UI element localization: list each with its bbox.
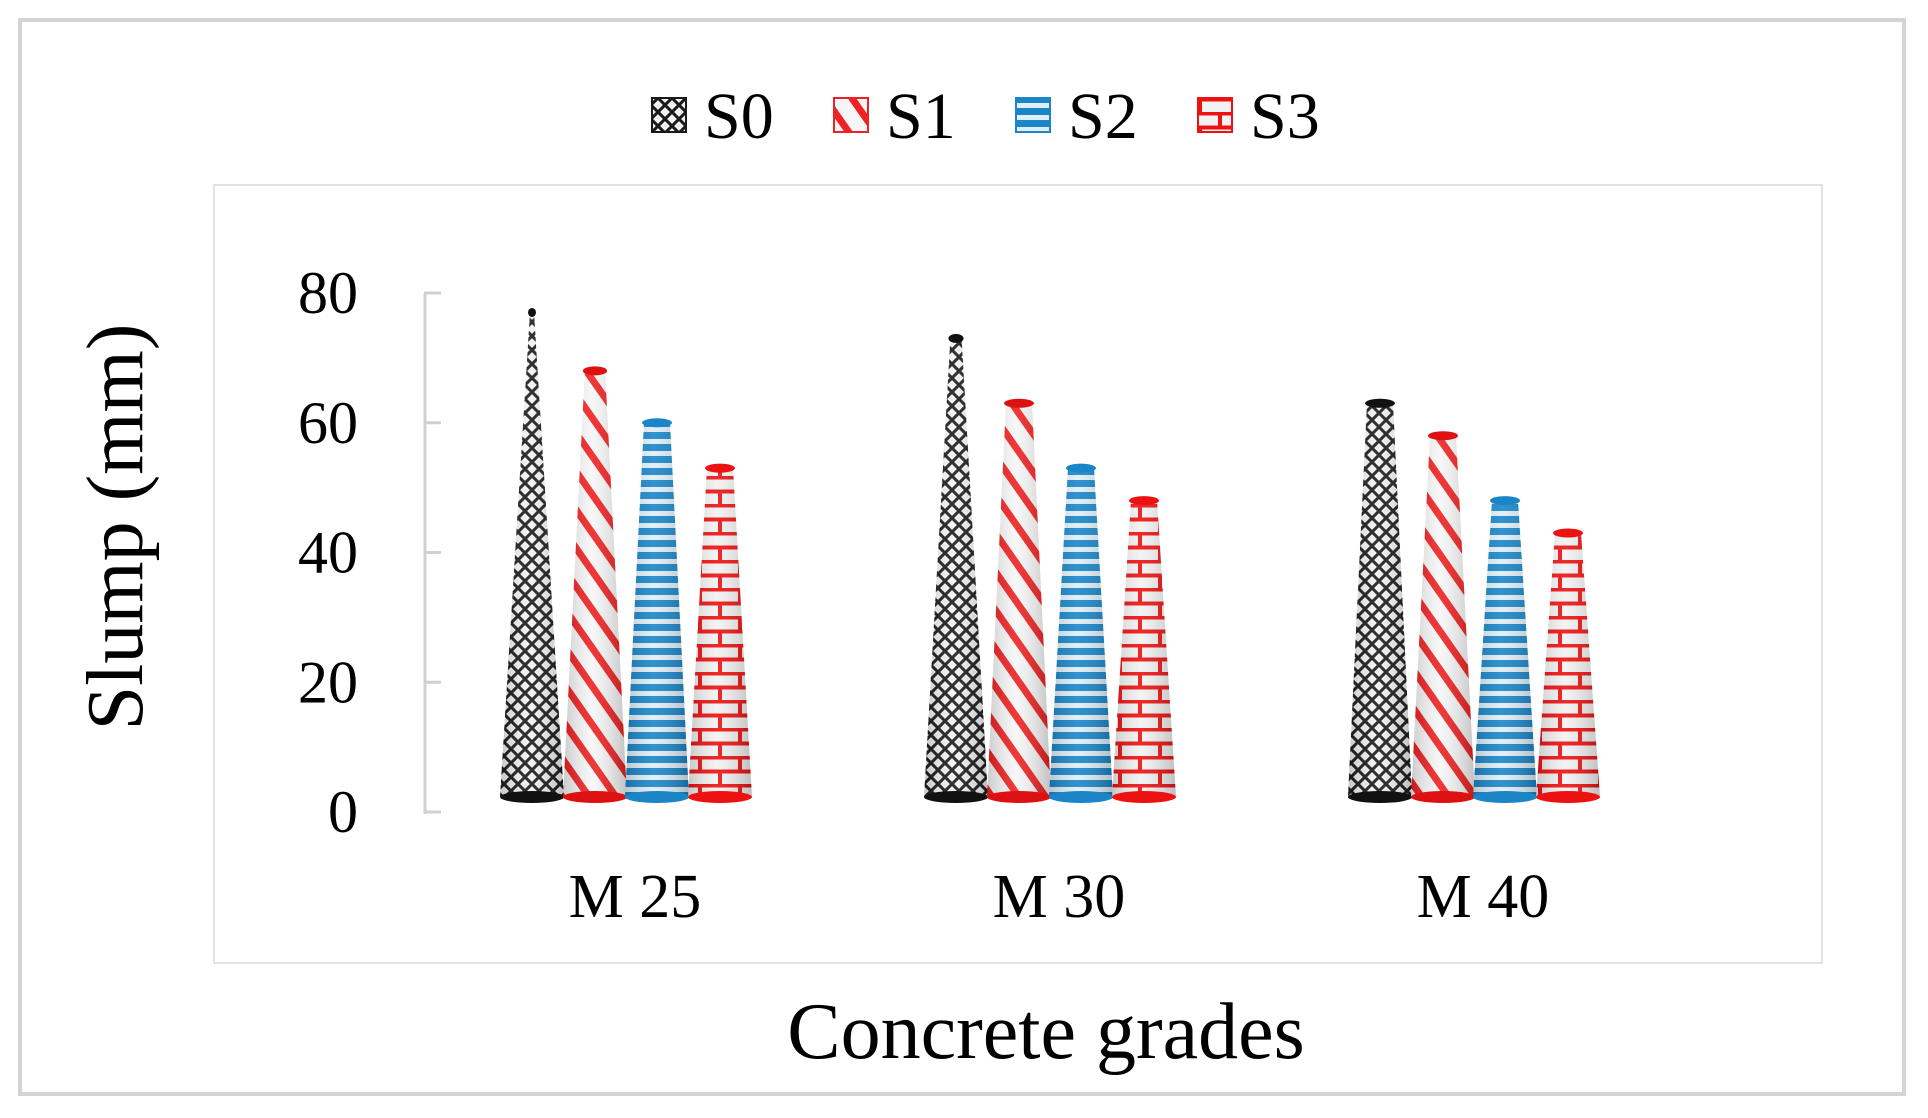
- cone-base: [1411, 791, 1475, 803]
- legend-label: S2: [1068, 80, 1138, 153]
- legend-item-s3: S3: [1197, 80, 1320, 153]
- cone-base: [500, 791, 564, 803]
- cone-shading: [1049, 468, 1113, 797]
- cone-cap: [528, 307, 536, 317]
- x-tick-label: M 25: [569, 863, 702, 931]
- bar-s2-m40: [1473, 496, 1537, 803]
- cone-base: [987, 791, 1051, 803]
- cone-base: [1473, 791, 1537, 803]
- bar-s1-m25: [563, 366, 627, 803]
- bar-s2-m25: [625, 418, 689, 803]
- x-tick-label: M 30: [993, 863, 1126, 931]
- y-tick-labels: 0 20 40 60 80: [298, 260, 441, 845]
- cone-base: [563, 791, 627, 803]
- cone-base: [1112, 791, 1176, 803]
- cone-cap: [1428, 431, 1458, 441]
- cone-cap: [1553, 528, 1583, 538]
- cone-cap: [1004, 398, 1034, 408]
- cone-cap: [1129, 496, 1159, 506]
- legend-item-s1: S1: [833, 80, 956, 153]
- legend-label: S3: [1250, 80, 1320, 153]
- cone-base: [1536, 791, 1600, 803]
- cone-cap: [1490, 496, 1520, 506]
- cone-base: [688, 791, 752, 803]
- cone-shading: [1536, 533, 1600, 797]
- cone-cap: [582, 366, 608, 376]
- cone-base: [1049, 791, 1113, 803]
- cone-cap: [948, 333, 964, 343]
- cone-cap: [705, 463, 735, 473]
- cone-shading: [1411, 435, 1475, 797]
- cone-shading: [987, 403, 1051, 797]
- bars: [500, 307, 1600, 803]
- y-tick-label: 80: [298, 260, 358, 326]
- legend-swatch: [1197, 97, 1233, 133]
- y-tick-label: 60: [298, 390, 358, 456]
- legend-swatch: [1015, 97, 1051, 133]
- cone-cap: [1066, 463, 1096, 473]
- legend-item-s0: S0: [651, 80, 774, 153]
- legend-label: S0: [704, 80, 774, 153]
- x-axis-title: Concrete grades: [787, 988, 1305, 1076]
- y-tick-label: 40: [298, 520, 358, 586]
- cone-cap: [1365, 398, 1395, 408]
- cone-base: [1348, 791, 1412, 803]
- bar-s1-m30: [987, 398, 1051, 803]
- cone-base: [924, 791, 988, 803]
- cone-base: [625, 791, 689, 803]
- y-tick-label: 20: [298, 649, 358, 715]
- x-tick-labels: M 25 M 30 M 40: [569, 863, 1550, 931]
- legend-item-s2: S2: [1015, 80, 1138, 153]
- legend: S0 S1 S2 S3: [651, 80, 1320, 153]
- plot-area: [213, 184, 1823, 964]
- bar-s1-m40: [1411, 431, 1475, 803]
- legend-label: S1: [886, 80, 956, 153]
- bar-s3-m25: [688, 463, 752, 803]
- cone-shading: [563, 370, 627, 797]
- bar-s2-m30: [1049, 463, 1113, 803]
- cone-cap: [642, 418, 672, 428]
- cone-shading: [924, 338, 988, 797]
- bar-s3-m40: [1536, 528, 1600, 803]
- cone-shading: [1473, 500, 1537, 797]
- bar-s0-m25: [500, 307, 564, 803]
- cone-shading: [688, 468, 752, 797]
- cone-shading: [500, 312, 564, 797]
- y-tick-label: 0: [328, 779, 358, 845]
- bar-s0-m30: [924, 333, 988, 803]
- x-tick-label: M 40: [1417, 863, 1550, 931]
- cone-shading: [625, 422, 689, 797]
- cone-shading: [1348, 403, 1412, 797]
- bar-s0-m40: [1348, 398, 1412, 803]
- y-axis-title: Slump (mm): [72, 324, 160, 731]
- legend-swatch: [651, 97, 687, 133]
- cone-shading: [1112, 500, 1176, 797]
- bar-s3-m30: [1112, 496, 1176, 803]
- legend-swatch: [833, 97, 869, 133]
